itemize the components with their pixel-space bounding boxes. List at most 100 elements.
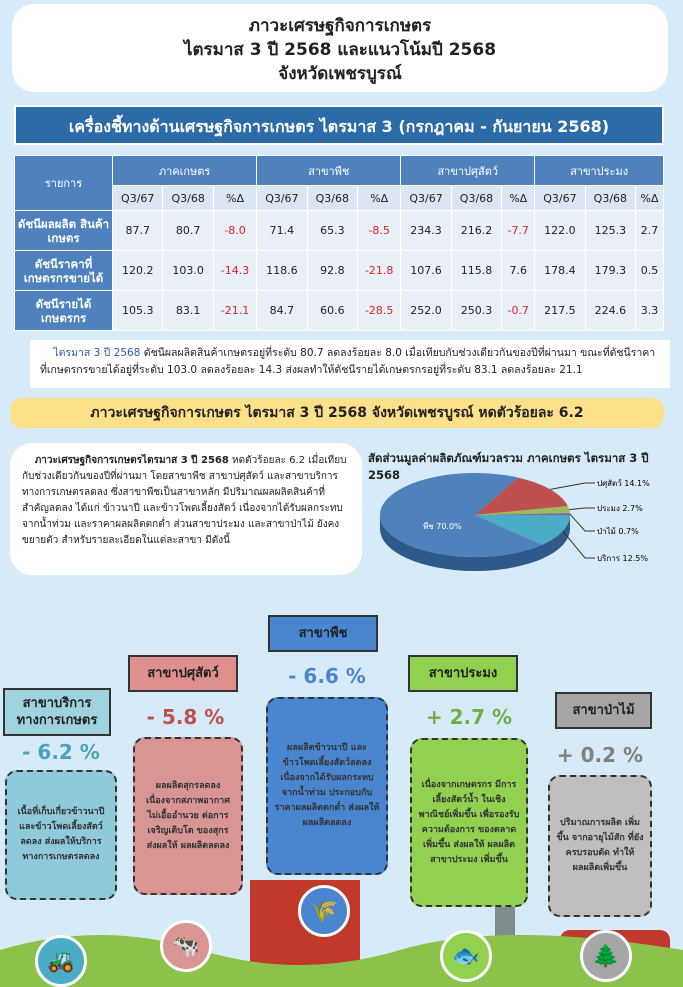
- table-cell: 92.8: [306, 250, 359, 291]
- pie-side: [380, 515, 570, 571]
- group-header: ภาคเกษตร: [111, 155, 258, 186]
- table-cell: 60.6: [306, 290, 359, 331]
- pie-label: บริการ 12.5%: [597, 554, 648, 563]
- table-cell: 87.7: [111, 210, 164, 251]
- title-box: ภาวะเศรษฐกิจการเกษตร ไตรมาส 3 ปี 2568 แล…: [12, 4, 668, 92]
- sector-pct-crops: - 6.6 %: [288, 664, 366, 688]
- tractor-icon: 🚜: [35, 935, 87, 987]
- subheader: Q3/67: [400, 185, 452, 211]
- table-cell: 224.6: [584, 290, 637, 331]
- table-cell: 118.6: [256, 250, 308, 291]
- pie-label: ประมง 2.7%: [597, 504, 643, 513]
- sector-pct-livestock: - 5.8 %: [146, 705, 225, 729]
- table-cell: 217.5: [534, 290, 586, 331]
- summary-box: ไตรมาส 3 ปี 2568 ดัชนีผลผลิตสินค้าเกษตรอ…: [30, 340, 670, 388]
- table-cell: -14.3: [212, 250, 258, 291]
- table-cell: 71.4: [256, 210, 308, 251]
- table-cell: -21.1: [212, 290, 258, 331]
- subheader: %Δ: [212, 185, 258, 211]
- table-cell: 179.3: [584, 250, 637, 291]
- fish-icon: 🐟: [440, 930, 492, 982]
- subheader: Q3/68: [306, 185, 359, 211]
- group-header: สาขาประมง: [534, 155, 664, 186]
- sector-desc-fishery: เนื่องจากเกษตรกร มีการเลี้ยงสัตว์น้ำ ในเ…: [410, 738, 528, 907]
- pie-chart: ปศุสัตว์ 14.1% ประมง 2.7% ป่าไม้ 0.7% บริกา…: [380, 473, 650, 571]
- table-cell: 3.3: [635, 290, 664, 331]
- table-cell: 7.6: [501, 250, 536, 291]
- overview-bold: ภาวะเศรษฐกิจการเกษตรไตรมาส 3 ปี 2568: [34, 455, 229, 466]
- subheader: %Δ: [635, 185, 664, 211]
- group-header: สาขาพืช: [256, 155, 402, 186]
- item-header: รายการ: [14, 155, 113, 211]
- indicator-table: รายการ ภาคเกษตร สาขาพืช สาขาปศุสัตว์ สาข…: [14, 155, 664, 331]
- table-row: ดัชนีผลผลิต สินค้าเกษตร 87.7 80.7 -8.0 71.4 6…: [14, 210, 664, 251]
- title-line-1: ภาวะเศรษฐกิจการเกษตร: [248, 16, 432, 36]
- pie-slice-2: [475, 513, 570, 515]
- sector-label-forestry: สาขาป่าไม้: [555, 692, 652, 729]
- pie-slice-1: [475, 506, 570, 515]
- table-row: ดัชนีรายได้ เกษตรกร 105.3 83.1 -21.1 84.7 60.…: [14, 290, 664, 331]
- sector-pct-forestry: + 0.2 %: [556, 743, 644, 767]
- summary-text: ดัชนีผลผลิตสินค้าเกษตรอยู่ที่ระดับ 80.7 …: [40, 347, 656, 376]
- table-cell: 84.7: [256, 290, 308, 331]
- sector-label-crops: สาขาพืช: [268, 615, 378, 652]
- title-line-3: จังหวัดเพชรบูรณ์: [278, 64, 402, 84]
- row-label: ดัชนีรายได้ เกษตรกร: [14, 290, 113, 331]
- subheader: Q3/67: [534, 185, 586, 211]
- table-cell: 0.5: [635, 250, 664, 291]
- overview-text: หดตัวร้อยละ 6.2 เมื่อเทียบกับช่วงเดียวกั…: [22, 455, 347, 546]
- tree-icon: 🌲: [580, 930, 632, 982]
- pie-slice-0: [475, 477, 568, 515]
- table-cell: 216.2: [450, 210, 503, 251]
- table-cell: 120.2: [111, 250, 164, 291]
- table-cell: -28.5: [357, 290, 402, 331]
- pie-leader: [562, 530, 595, 559]
- pie-leader: [550, 482, 595, 490]
- subheader: Q3/68: [584, 185, 637, 211]
- table-cell: 80.7: [162, 210, 214, 251]
- table-cell: 250.3: [450, 290, 503, 331]
- pie-label: ป่าไม้ 0.7%: [597, 527, 639, 536]
- subheader: Q3/67: [111, 185, 164, 211]
- table-cell: -0.7: [501, 290, 536, 331]
- pie-leader: [569, 513, 595, 532]
- sector-desc-livestock: ผลผลิตสุกรลดลง เนื่องจากสภาพอากาศ ไม่เอื…: [133, 737, 243, 895]
- table-cell: 83.1: [162, 290, 214, 331]
- table-cell: 122.0: [534, 210, 586, 251]
- subheader: %Δ: [357, 185, 402, 211]
- sector-desc-crops: ผลผลิตข้าวนาปี และข้าวโพดเลี้ยงสัตว์ลดลง…: [266, 697, 388, 875]
- subheader: Q3/68: [162, 185, 214, 211]
- pie-label: พืช 70.0%: [423, 522, 462, 531]
- sector-pct-services: - 6.2 %: [22, 740, 100, 764]
- subheader: %Δ: [501, 185, 536, 211]
- indicator-header: เครื่องชี้ทางด้านเศรษฐกิจการเกษตร ไตรมาส…: [14, 105, 664, 145]
- group-header: สาขาปศุสัตว์: [400, 155, 536, 186]
- cow-icon: 🐄: [160, 920, 212, 972]
- table-cell: -21.8: [357, 250, 402, 291]
- pie-title: สัดส่วนมูลค่าผลิตภัณฑ์มวลรวม ภาคเกษตร ไต…: [368, 451, 649, 482]
- subheader: Q3/68: [450, 185, 503, 211]
- table-cell: 252.0: [400, 290, 452, 331]
- table-cell: 234.3: [400, 210, 452, 251]
- summary-highlight: ไตรมาส 3 ปี 2568: [53, 347, 141, 359]
- pie-label: ปศุสัตว์ 14.1%: [597, 478, 650, 488]
- sector-label-services: สาขาบริการ ทางการเกษตร: [3, 688, 111, 736]
- table-cell: 107.6: [400, 250, 452, 291]
- table-cell: 65.3: [306, 210, 359, 251]
- table-cell: -8.0: [212, 210, 258, 251]
- table-cell: 2.7: [635, 210, 664, 251]
- row-label: ดัชนีราคาที่ เกษตรกรขายได้: [14, 250, 113, 291]
- sector-desc-forestry: ปริมาณการผลิต เพิ่มขึ้น จากอายุไม้สัก ที…: [548, 775, 652, 917]
- wheat-icon: 🌾: [298, 885, 350, 937]
- overview-box: ภาวะเศรษฐกิจการเกษตรไตรมาส 3 ปี 2568 หดต…: [10, 443, 362, 575]
- table-cell: 178.4: [534, 250, 586, 291]
- table-cell: 115.8: [450, 250, 503, 291]
- table-cell: -8.5: [357, 210, 402, 251]
- subheader: Q3/67: [256, 185, 308, 211]
- pie-slice-3: [475, 515, 570, 545]
- pie-slice-4: [380, 473, 543, 557]
- table-cell: 103.0: [162, 250, 214, 291]
- table-cell: 105.3: [111, 290, 164, 331]
- pie-leader: [569, 507, 595, 511]
- sector-pct-fishery: + 2.7 %: [425, 705, 513, 729]
